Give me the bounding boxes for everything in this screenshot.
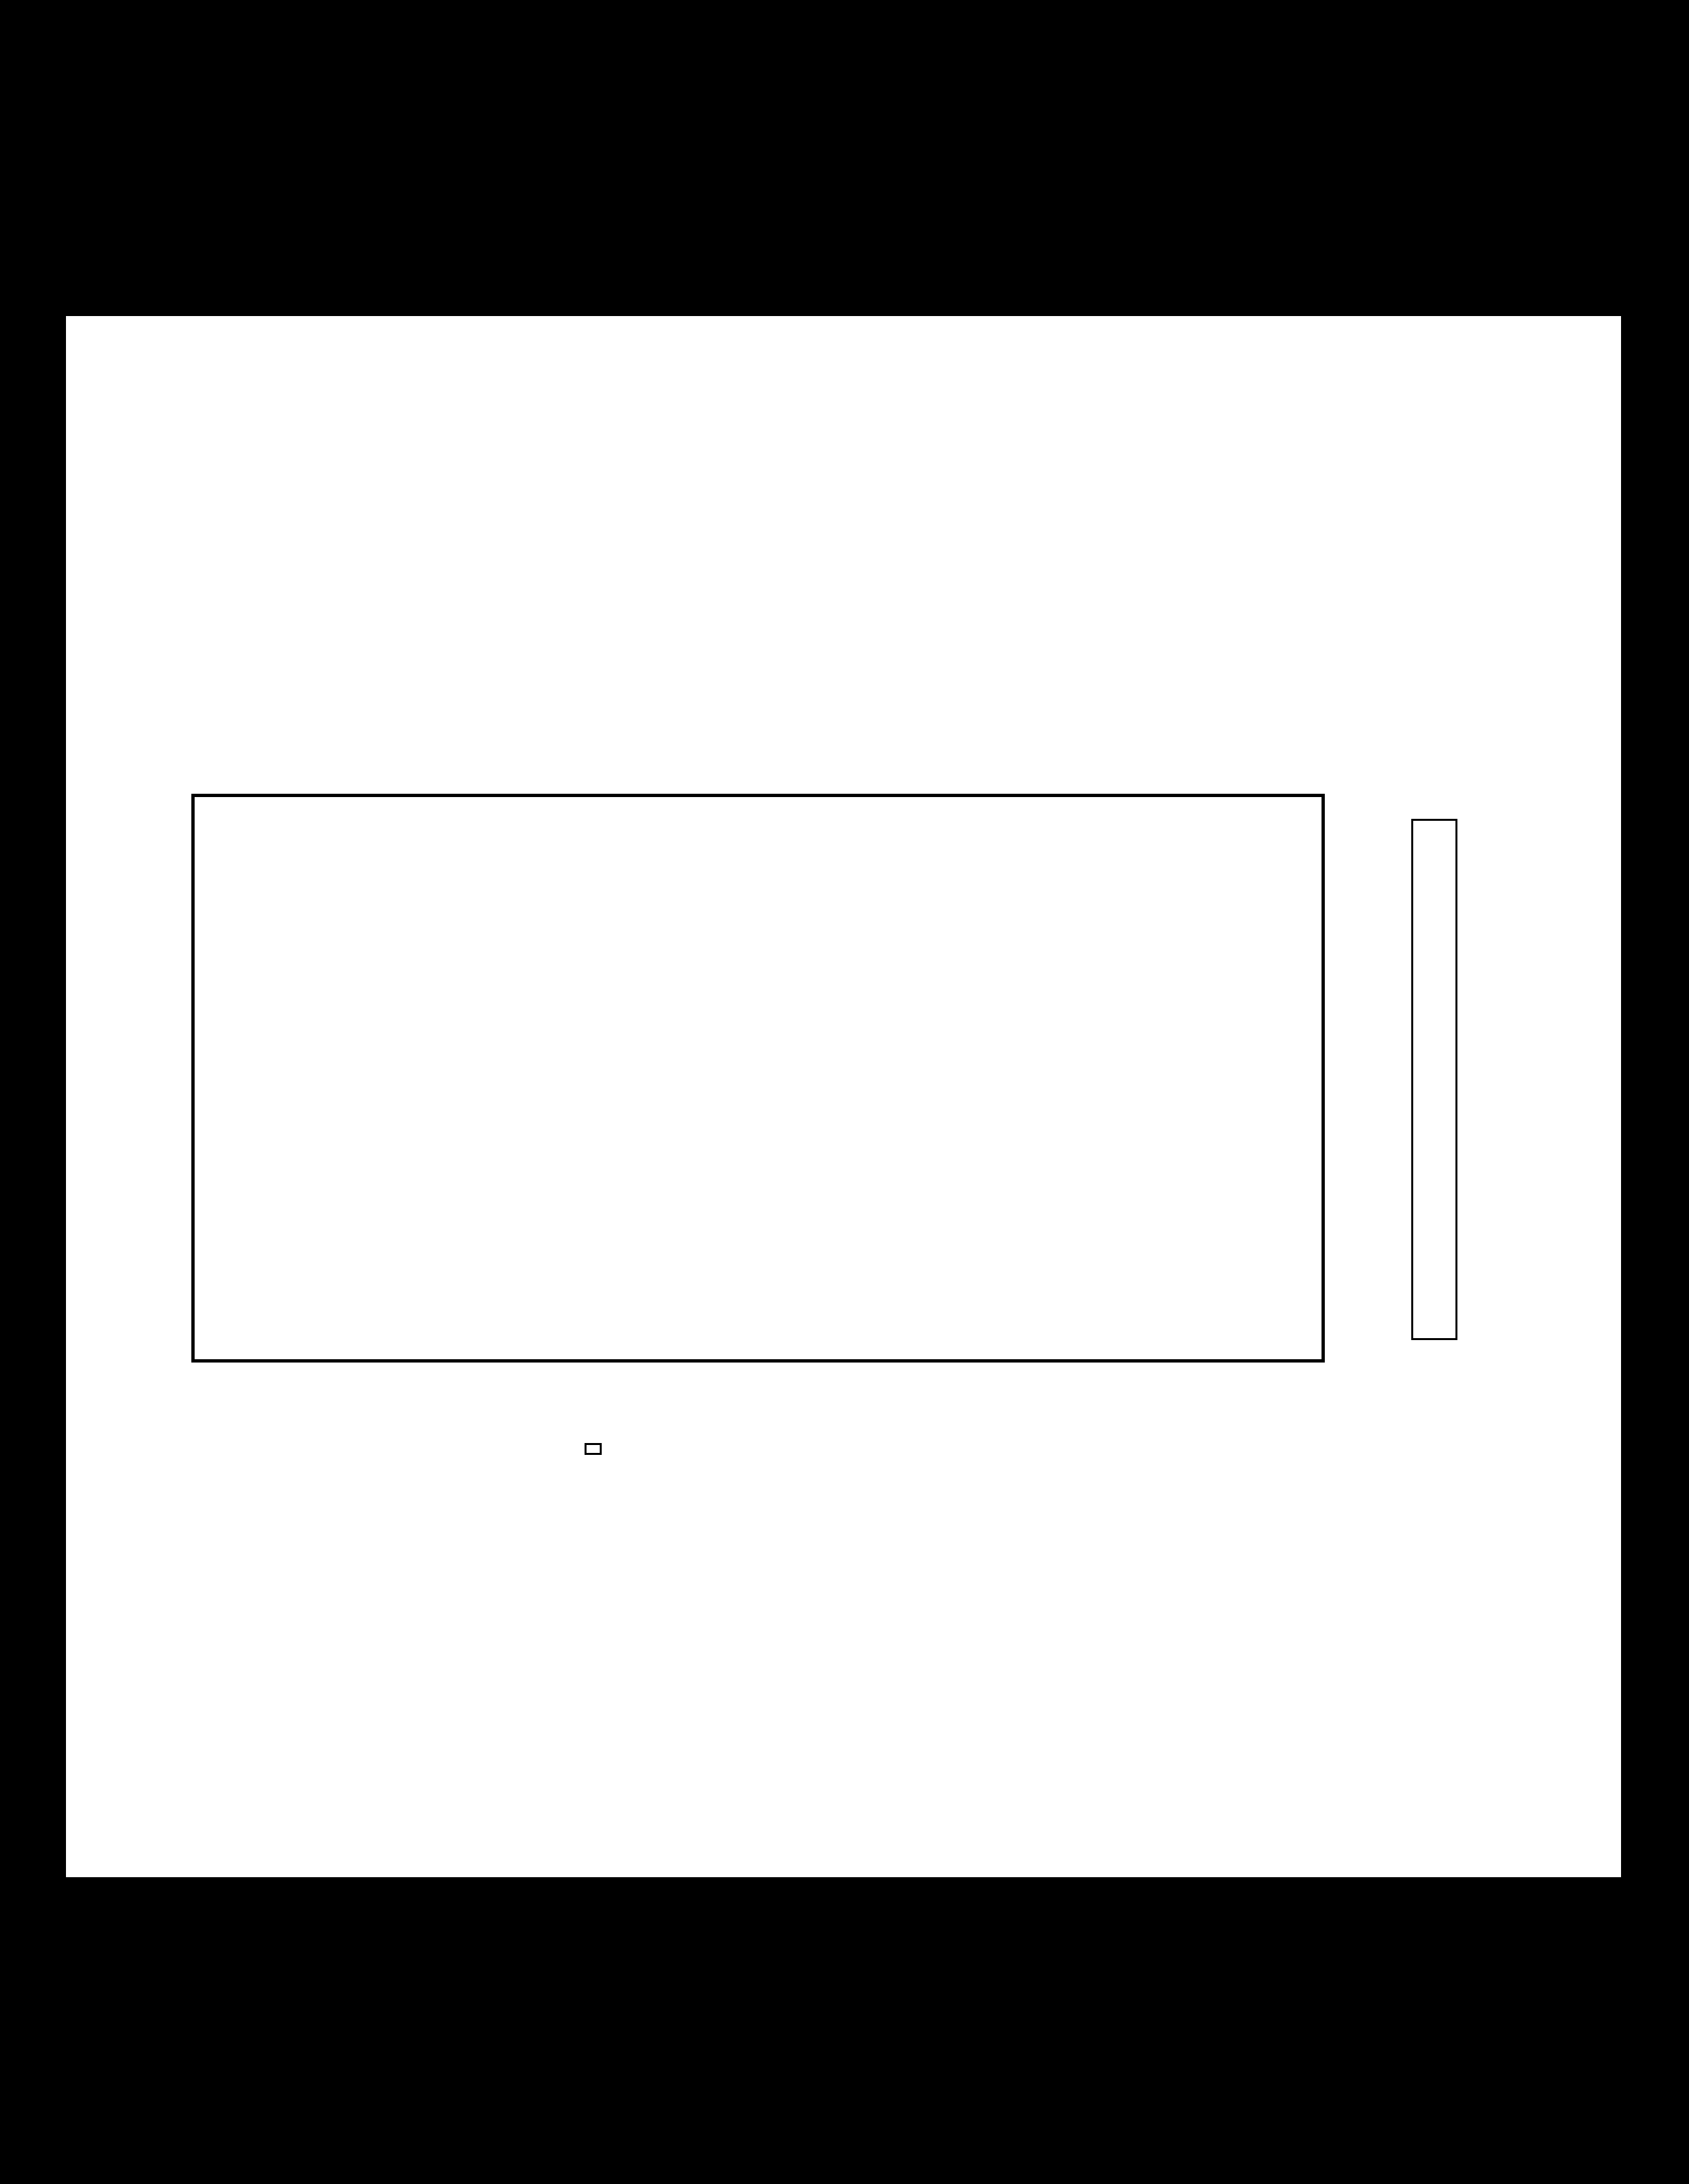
colorbar xyxy=(1411,819,1457,1340)
map-plot-frame xyxy=(191,794,1325,1363)
range-caption xyxy=(585,1443,602,1455)
visop-field-heatmap xyxy=(195,797,1322,1359)
